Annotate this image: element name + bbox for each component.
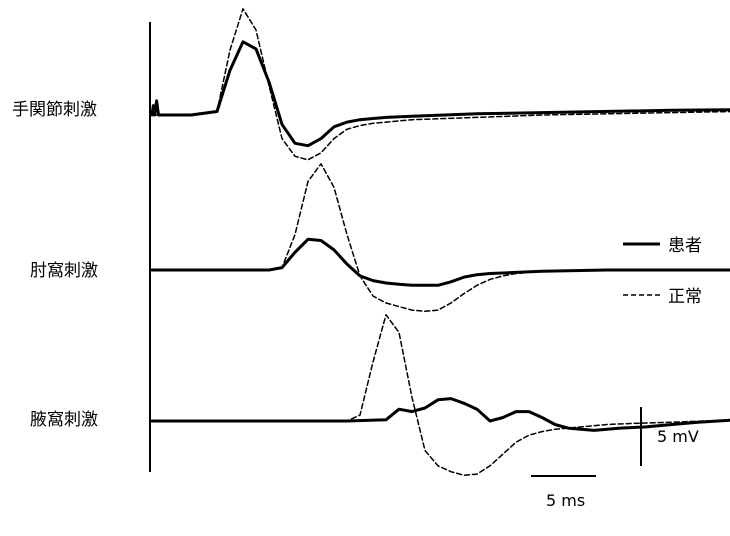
- legend-patient-label: 患者: [668, 236, 702, 256]
- trace-wrist-patient: [150, 40, 730, 148]
- trace-elbow-normal: [151, 163, 730, 313]
- time-scale-label: 5 ms: [546, 491, 585, 510]
- amplitude-scale-label: 5 mV: [657, 427, 699, 446]
- trace-wrist-normal: [151, 8, 730, 161]
- legend-normal-label: 正常: [668, 287, 702, 307]
- trace-elbow-patient: [150, 237, 730, 287]
- row-label-wrist: 手関節刺激: [12, 100, 97, 120]
- row-label-axilla: 腋窩刺激: [30, 410, 98, 430]
- legend: 患者 正常: [623, 236, 702, 307]
- row-label-elbow: 肘窩刺激: [30, 261, 98, 281]
- trace-axilla-normal: [151, 314, 730, 477]
- traces-group: [150, 8, 730, 477]
- trace-axilla-patient: [150, 397, 730, 432]
